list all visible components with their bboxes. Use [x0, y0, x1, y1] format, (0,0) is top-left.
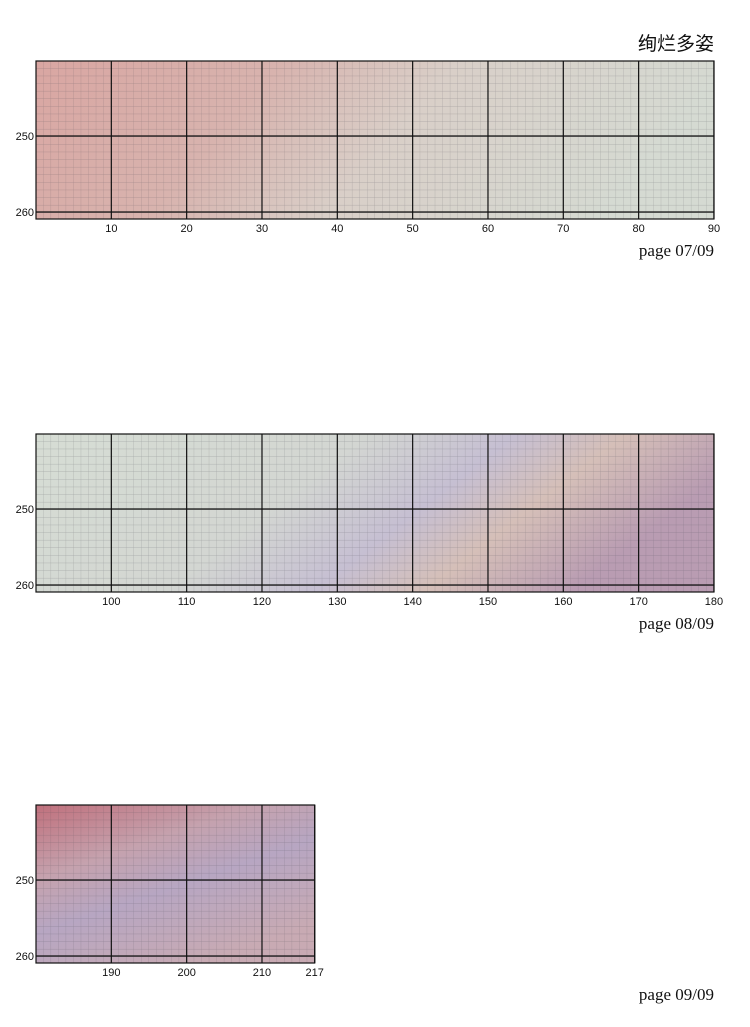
x-tick-label: 170: [629, 596, 647, 608]
fine-grid: [36, 61, 714, 219]
x-tick-label: 210: [253, 967, 271, 979]
x-tick-label: 10: [105, 223, 117, 235]
x-tick-label: 160: [554, 596, 572, 608]
y-tick-label: 260: [16, 580, 34, 592]
x-tick-label: 30: [256, 223, 268, 235]
x-tick-label: 190: [102, 967, 120, 979]
x-tick-label: 217: [306, 967, 324, 979]
page-number: page 09/09: [639, 985, 714, 1004]
x-tick-label: 180: [705, 596, 723, 608]
x-tick-label: 200: [177, 967, 195, 979]
x-tick-label: 130: [328, 596, 346, 608]
x-tick-label: 70: [557, 223, 569, 235]
x-tick-label: 120: [253, 596, 271, 608]
title: 绚烂多姿: [638, 33, 714, 55]
y-tick-label: 250: [16, 875, 34, 887]
page-number: page 07/09: [639, 241, 714, 260]
x-tick-label: 150: [479, 596, 497, 608]
page-number: page 08/09: [639, 614, 714, 633]
x-tick-label: 140: [403, 596, 421, 608]
y-tick-label: 250: [16, 504, 34, 516]
fine-grid: [36, 805, 315, 963]
y-tick-label: 260: [16, 207, 34, 219]
panel-border: [35, 433, 715, 593]
x-tick-label: 40: [331, 223, 343, 235]
panel-border: [35, 804, 316, 964]
y-tick-label: 260: [16, 951, 34, 963]
x-tick-label: 80: [633, 223, 645, 235]
y-tick-label: 250: [16, 131, 34, 143]
fine-grid: [36, 434, 714, 592]
x-tick-label: 90: [708, 223, 720, 235]
x-tick-label: 110: [178, 596, 196, 608]
panel-border: [35, 60, 715, 220]
x-tick-label: 20: [181, 223, 193, 235]
x-tick-label: 60: [482, 223, 494, 235]
x-tick-label: 100: [102, 596, 120, 608]
x-tick-label: 50: [407, 223, 419, 235]
